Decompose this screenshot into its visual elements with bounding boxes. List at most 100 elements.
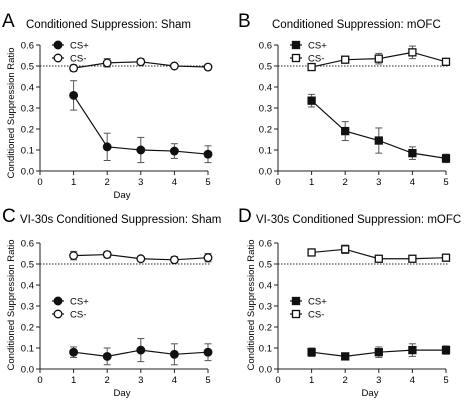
x-tick-label: 5 <box>205 375 210 386</box>
data-point <box>136 254 146 264</box>
y-tick-label: 0.1 <box>21 343 34 354</box>
y-tick-label: 0.6 <box>21 238 34 249</box>
x-tick-label: 1 <box>309 375 314 386</box>
x-tick-label: 1 <box>71 177 76 188</box>
data-point <box>102 351 112 361</box>
y-tick-label: 0.1 <box>259 145 272 156</box>
x-axis-label: Day <box>114 190 131 201</box>
x-tick-label: 0 <box>37 375 42 386</box>
data-point <box>102 250 112 259</box>
data-point <box>102 142 112 152</box>
panel-title: Conditioned Suppression: mOFC <box>272 19 441 31</box>
data-point <box>169 146 179 156</box>
y-tick-label: 0.6 <box>259 238 272 249</box>
data-point <box>203 149 213 159</box>
legend-marker <box>53 309 63 319</box>
y-tick-label: 0.4 <box>21 82 34 93</box>
legend-label: CS+ <box>70 297 89 308</box>
data-point <box>307 96 316 105</box>
x-tick-label: 4 <box>410 177 415 188</box>
data-point <box>203 62 213 72</box>
y-tick-label: 0.2 <box>259 322 272 333</box>
legend-marker <box>53 296 63 306</box>
data-point <box>69 63 79 73</box>
x-tick-label: 2 <box>343 177 348 188</box>
data-point <box>408 254 417 263</box>
legend-label: CS- <box>70 310 86 321</box>
x-tick-label: 2 <box>105 177 110 188</box>
data-point <box>374 348 383 357</box>
y-tick-label: 0.5 <box>21 61 34 72</box>
x-tick-label: 5 <box>443 177 448 188</box>
x-tick-label: 1 <box>71 375 76 386</box>
data-point <box>341 352 350 361</box>
y-tick-label: 0.5 <box>21 259 34 270</box>
x-tick-label: 2 <box>105 375 110 386</box>
legend-label: CS- <box>308 310 324 321</box>
data-point <box>169 255 179 265</box>
y-tick-label: 0.4 <box>259 82 272 93</box>
data-point <box>102 58 112 68</box>
legend-marker <box>291 40 301 50</box>
y-tick-label: 0.0 <box>21 166 34 177</box>
x-tick-label: 1 <box>309 177 314 188</box>
panel-title: Conditioned Suppression: Sham <box>26 19 191 31</box>
y-tick-label: 0.2 <box>21 124 34 135</box>
x-tick-label: 0 <box>275 375 280 386</box>
y-axis-label: Conditioned Suppression Ratio <box>246 240 257 371</box>
legend-marker <box>291 53 301 63</box>
x-tick-label: 0 <box>37 177 42 188</box>
data-point <box>69 347 79 357</box>
data-point <box>441 154 451 163</box>
panel-a: A Conditioned Suppression: Sham Conditio… <box>2 11 213 201</box>
y-tick-label: 0.4 <box>259 280 272 291</box>
data-point <box>307 62 316 72</box>
legend-label: CS- <box>70 54 86 65</box>
x-tick-label: 4 <box>172 177 177 188</box>
data-point <box>441 57 451 66</box>
data-point <box>69 251 79 261</box>
panel-letter: A <box>2 11 15 32</box>
data-point <box>203 347 213 357</box>
x-tick-label: 3 <box>376 177 381 188</box>
data-point <box>203 253 213 263</box>
data-point <box>69 90 79 100</box>
x-tick-label: 3 <box>376 375 381 386</box>
x-tick-label: 5 <box>205 177 210 188</box>
x-tick-label: 5 <box>443 375 448 386</box>
data-point <box>441 345 451 355</box>
y-tick-label: 0.0 <box>21 364 34 375</box>
panel-title: VI-30s Conditioned Suppression: Sham <box>20 214 221 226</box>
data-point <box>408 345 417 355</box>
data-point <box>408 148 417 158</box>
y-tick-label: 0.0 <box>259 166 272 177</box>
y-tick-label: 0.1 <box>21 145 34 156</box>
data-point <box>408 48 417 57</box>
panel-title: VI-30s Conditioned Suppression: mOFC <box>256 214 461 226</box>
plot-area: 0.0 0.1 0.2 0.3 0.4 0.5 0.6 0 1 2 3 4 5 CS+ CS- <box>21 238 213 386</box>
data-point <box>374 254 383 263</box>
data-point <box>136 57 146 67</box>
y-tick-label: 0.4 <box>21 280 34 291</box>
panel-b: B Conditioned Suppression: mOFC 0.00.10.… <box>238 11 451 188</box>
x-tick-label: 4 <box>172 375 177 386</box>
x-axis-label: Day <box>114 388 131 399</box>
panel-d: D VI-30s Conditioned Suppression: mOFC C… <box>238 206 461 399</box>
x-tick-label: 4 <box>410 375 415 386</box>
data-point <box>169 61 179 71</box>
legend-marker <box>53 40 63 50</box>
data-point <box>441 253 451 262</box>
y-tick-label: 0.3 <box>259 301 272 312</box>
data-point <box>136 145 146 155</box>
y-tick-label: 0.0 <box>259 364 272 375</box>
y-tick-label: 0.5 <box>259 61 272 72</box>
panel-letter: D <box>238 206 252 227</box>
y-tick-label: 0.3 <box>259 103 272 114</box>
panel-c: C VI-30s Conditioned Suppression: Sham C… <box>2 206 221 399</box>
data-point <box>169 349 179 359</box>
x-axis-label: Day <box>362 388 379 399</box>
x-tick-label: 3 <box>138 177 143 188</box>
y-tick-label: 0.1 <box>259 343 272 354</box>
x-tick-label: 2 <box>343 375 348 386</box>
